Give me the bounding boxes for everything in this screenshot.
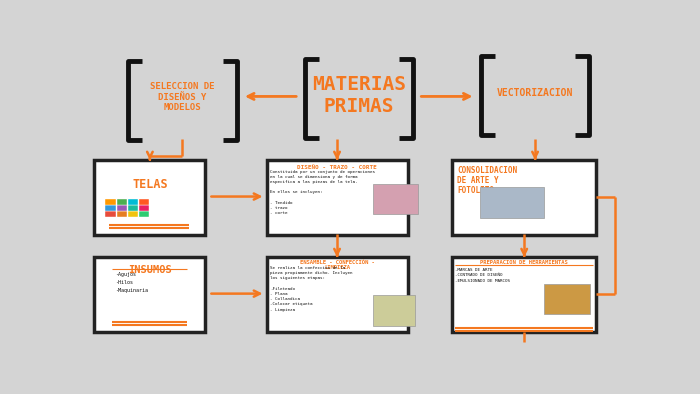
FancyBboxPatch shape — [139, 199, 149, 205]
Text: Constituida por un conjunto de operaciones
en la cual se dimensiona y de forma
e: Constituida por un conjunto de operacion… — [270, 169, 375, 215]
Text: -Agujos
-Hilos
-Maquinaria: -Agujos -Hilos -Maquinaria — [115, 272, 148, 293]
Text: PREPARACION DE HERRAMIENTAS: PREPARACION DE HERRAMIENTAS — [480, 260, 568, 265]
FancyBboxPatch shape — [116, 199, 127, 205]
FancyBboxPatch shape — [373, 296, 415, 326]
FancyBboxPatch shape — [452, 257, 596, 332]
FancyBboxPatch shape — [106, 205, 116, 211]
FancyBboxPatch shape — [545, 284, 590, 314]
Text: INSUMOS: INSUMOS — [128, 265, 172, 275]
FancyBboxPatch shape — [480, 187, 544, 218]
FancyBboxPatch shape — [127, 205, 138, 211]
Text: -MARCAS DE ARTE
-CONTRADO DE DISEÑO
-EMULSIONADO DE MARCOS: -MARCAS DE ARTE -CONTRADO DE DISEÑO -EMU… — [455, 268, 510, 282]
Text: VECTORIZACION: VECTORIZACION — [497, 88, 573, 98]
Text: MATERIAS
PRIMAS: MATERIAS PRIMAS — [312, 75, 406, 116]
FancyBboxPatch shape — [267, 160, 407, 234]
FancyBboxPatch shape — [116, 205, 127, 211]
Text: Se realiza la confeccion de la
pieza propiamente dicho. Incluyen
los siguientes : Se realiza la confeccion de la pieza pro… — [270, 266, 353, 312]
Text: SELECCION DE
DISEÑOS Y
MODELOS: SELECCION DE DISEÑOS Y MODELOS — [150, 82, 215, 112]
FancyBboxPatch shape — [106, 199, 116, 205]
Text: DISEÑO - TRAZO - CORTE: DISEÑO - TRAZO - CORTE — [298, 165, 377, 170]
Text: TELAS: TELAS — [132, 178, 168, 191]
FancyBboxPatch shape — [373, 184, 418, 214]
FancyBboxPatch shape — [116, 212, 127, 217]
FancyBboxPatch shape — [267, 257, 407, 332]
FancyBboxPatch shape — [139, 212, 149, 217]
FancyBboxPatch shape — [127, 199, 138, 205]
FancyBboxPatch shape — [106, 212, 116, 217]
Text: ENSAMBLE - CONFECCIÓN -
LIMPIEZA: ENSAMBLE - CONFECCIÓN - LIMPIEZA — [300, 260, 374, 270]
Text: CONSOLIDACION
DE ARTE Y
FOTOLITO: CONSOLIDACION DE ARTE Y FOTOLITO — [458, 165, 517, 195]
FancyBboxPatch shape — [94, 160, 206, 234]
FancyBboxPatch shape — [452, 160, 596, 234]
FancyBboxPatch shape — [139, 205, 149, 211]
FancyBboxPatch shape — [127, 212, 138, 217]
FancyBboxPatch shape — [94, 257, 206, 332]
